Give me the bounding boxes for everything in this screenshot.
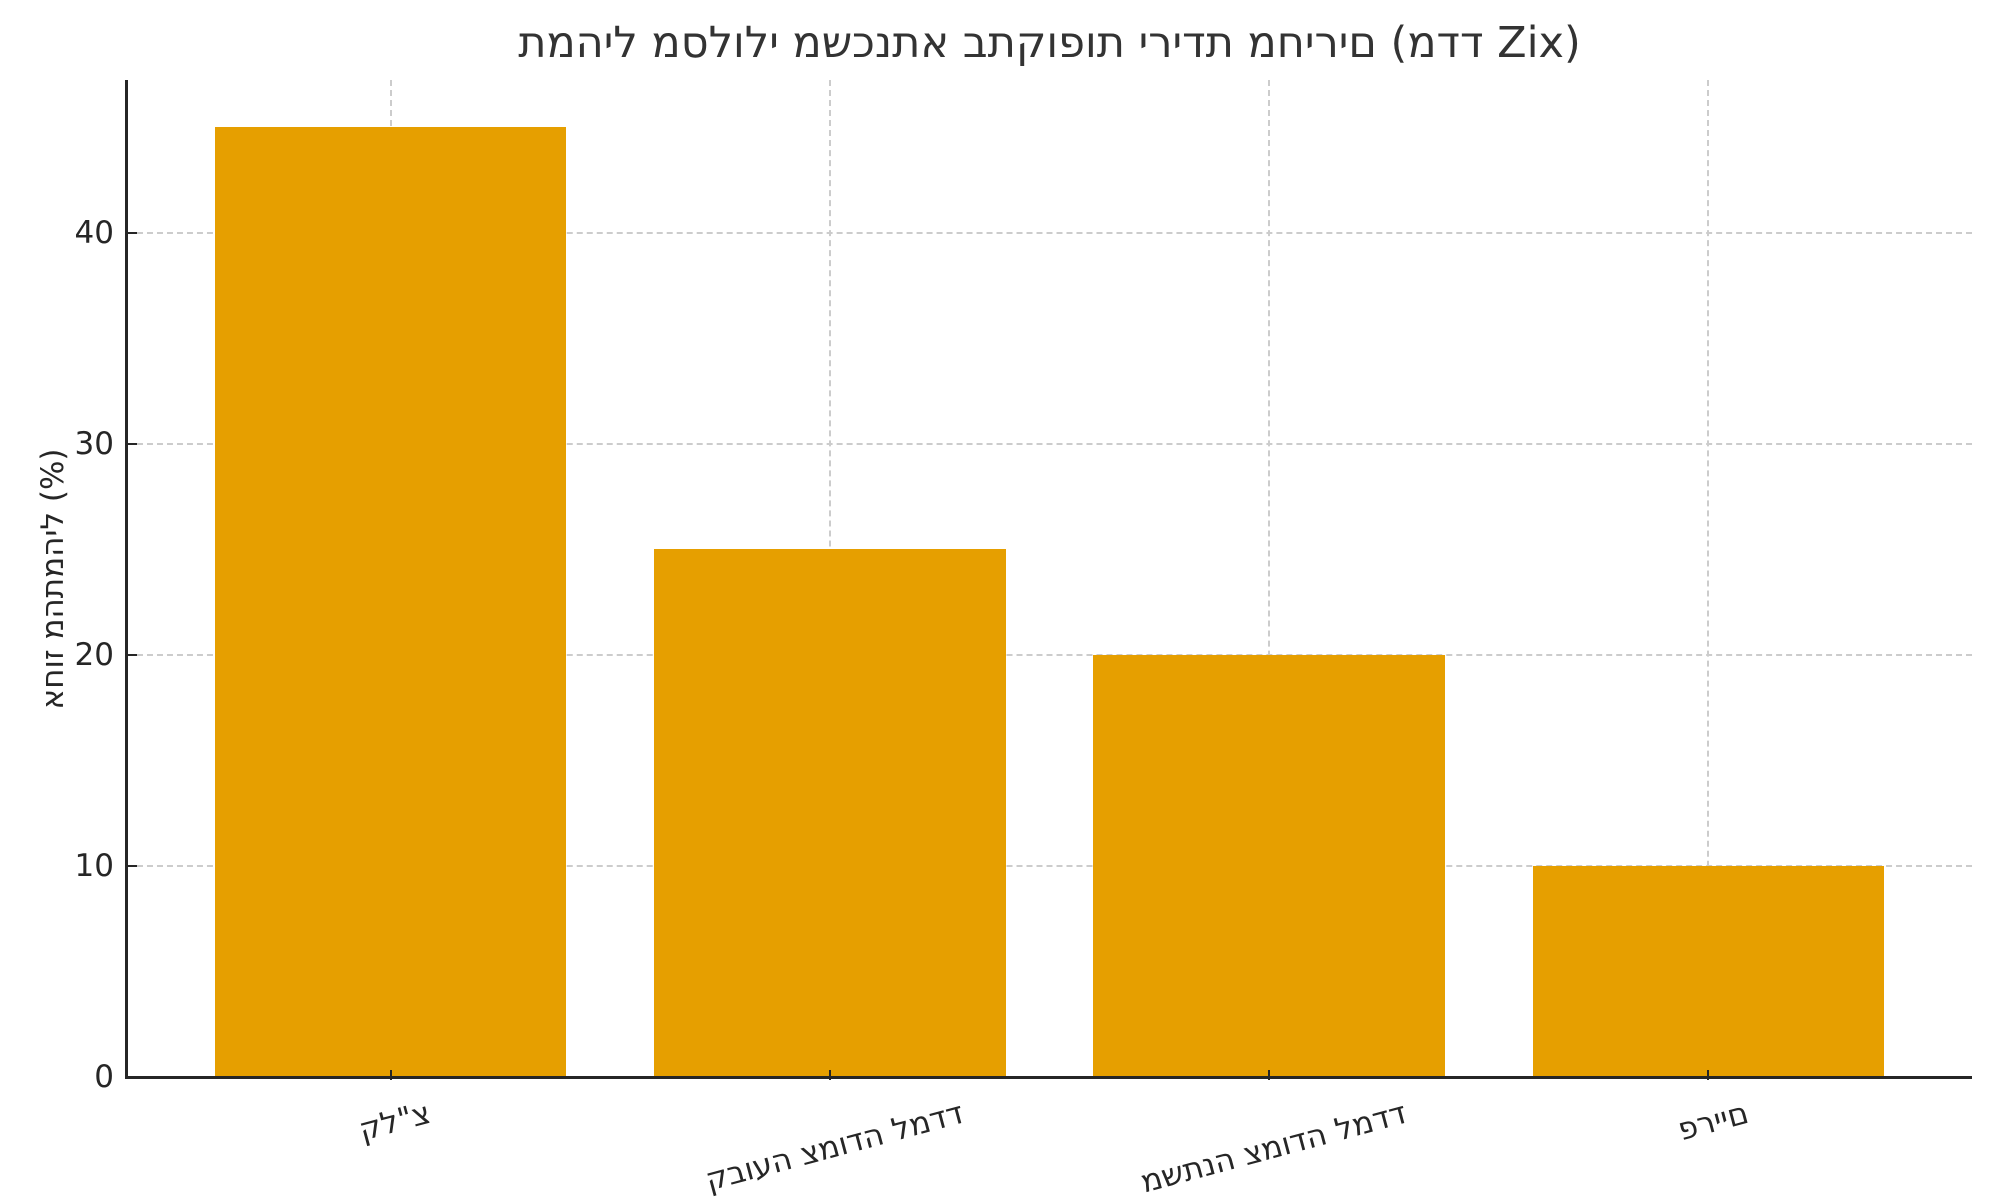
bar: [214, 127, 567, 1077]
h-gridline: [127, 864, 1972, 867]
y-tick: [127, 442, 137, 445]
x-tick: [1707, 1070, 1710, 1080]
y-tick-label: 10: [74, 847, 114, 884]
chart-title: תמהיל מסלולי משכנתא בתקופות ירידת מחירים…: [518, 18, 1581, 68]
h-gridline: [127, 653, 1972, 656]
x-tick: [1268, 1070, 1271, 1080]
y-tick-label: 20: [74, 636, 114, 673]
x-tick-label: קל"צ: [355, 1095, 435, 1149]
x-axis-spine: [125, 1076, 1972, 1079]
y-tick: [127, 231, 137, 234]
x-tick-label: פריים: [1673, 1095, 1753, 1149]
y-tick: [127, 653, 137, 656]
plot-area: [125, 80, 1972, 1080]
h-gridline: [127, 231, 1972, 234]
x-tick-label: קבועה צמודה למדד: [701, 1095, 968, 1199]
v-gridline: [1707, 80, 1710, 1077]
x-tick-label: משתנה צמודה למדד: [1136, 1095, 1411, 1201]
y-axis-label: אחוז מהתמהיל (%): [35, 448, 71, 710]
x-tick: [389, 1070, 392, 1080]
y-tick: [127, 1076, 137, 1078]
y-tick-label: 30: [74, 425, 114, 462]
y-tick: [127, 864, 137, 867]
bar: [654, 549, 1006, 1077]
bar: [1093, 654, 1445, 1077]
y-tick-label: 40: [74, 214, 114, 251]
y-axis-spine: [125, 80, 128, 1079]
v-gridline: [1268, 80, 1271, 1077]
y-tick-label: 0: [94, 1059, 114, 1095]
bar: [1532, 865, 1885, 1077]
x-tick: [828, 1070, 831, 1080]
h-gridline: [127, 442, 1972, 445]
